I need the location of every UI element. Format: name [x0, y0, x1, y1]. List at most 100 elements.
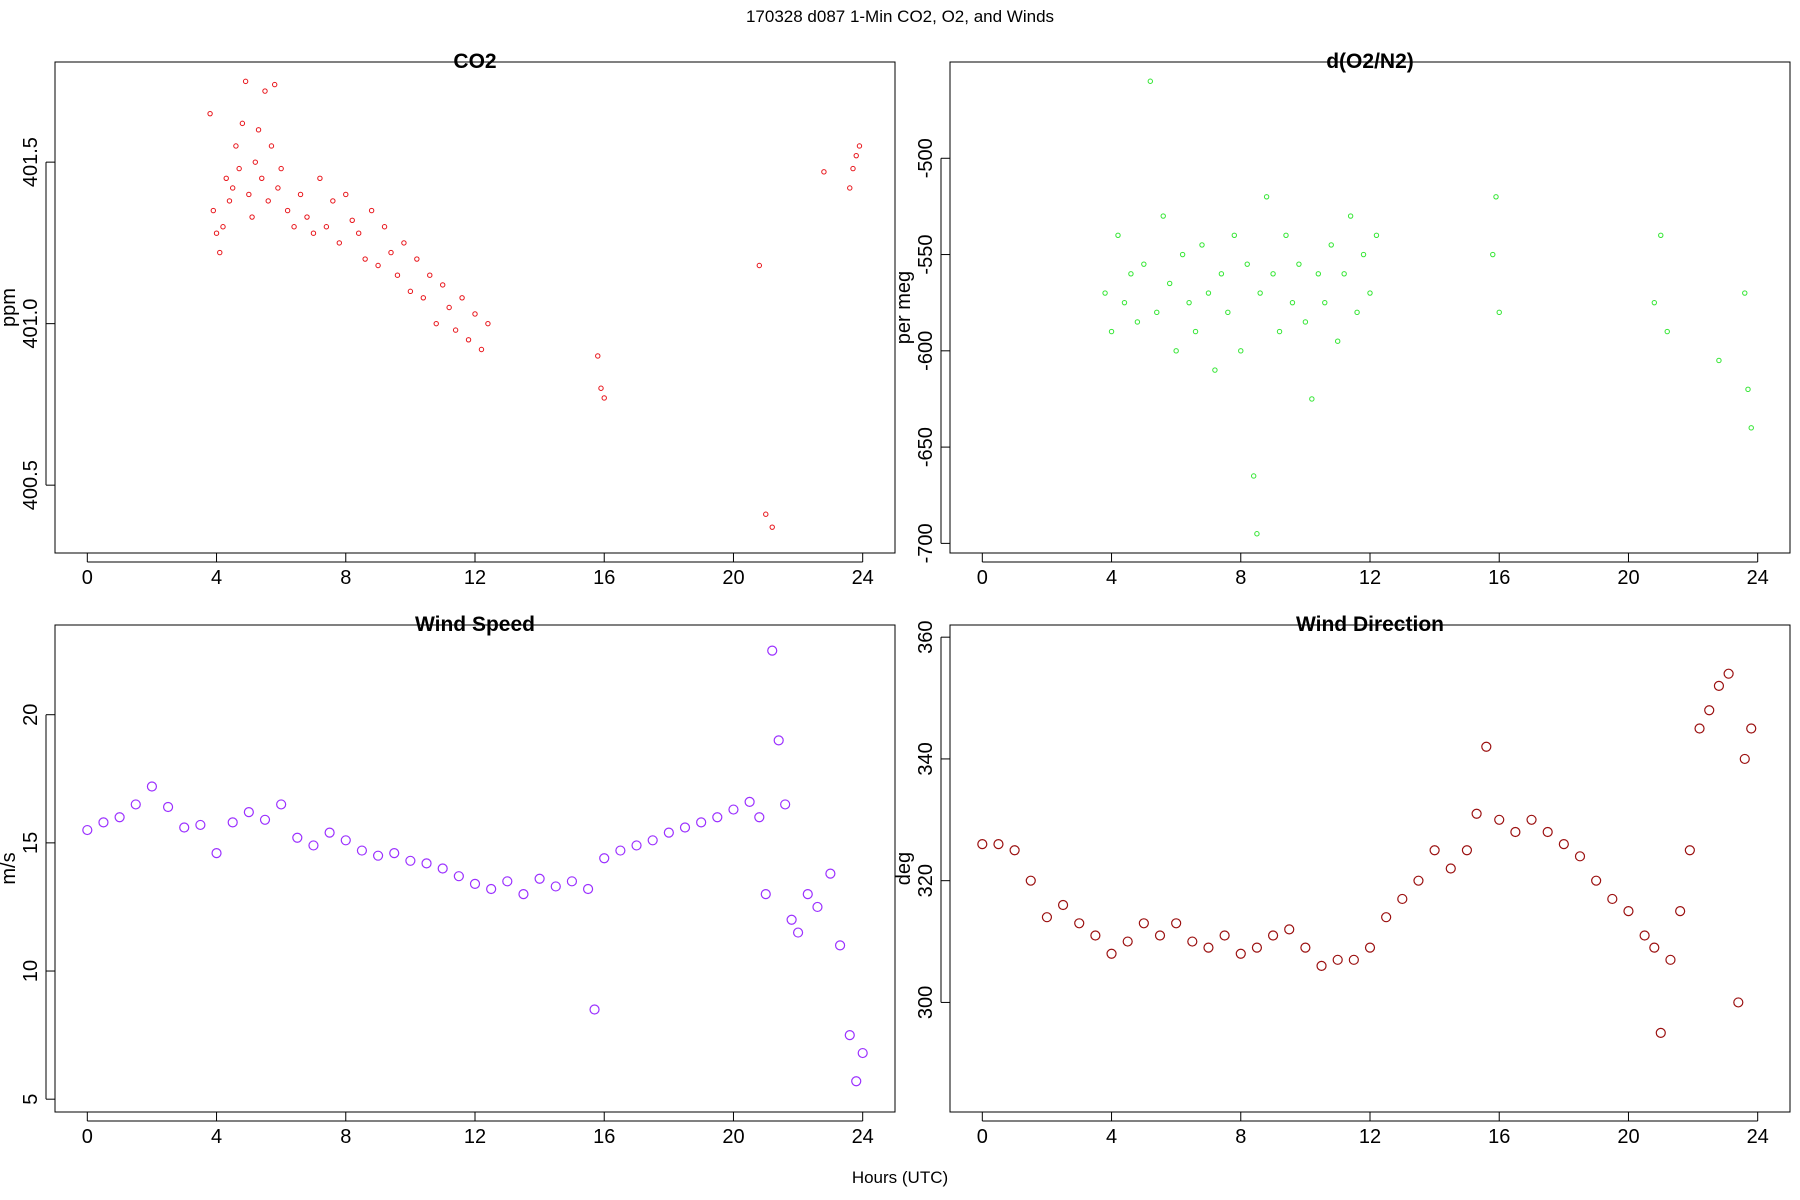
data-point — [1591, 875, 1602, 886]
data-point — [478, 346, 485, 353]
data-point — [459, 295, 465, 301]
data-point — [405, 855, 416, 866]
data-point — [582, 883, 594, 895]
data-point — [437, 863, 448, 874]
data-point — [310, 230, 317, 236]
data-point — [433, 320, 439, 327]
data-point — [1267, 930, 1279, 941]
data-point — [1360, 251, 1367, 258]
data-point — [853, 152, 859, 159]
data-point — [1212, 367, 1218, 373]
data-point — [802, 889, 813, 900]
data-point — [1106, 948, 1117, 959]
x-tick-label: 0 — [82, 567, 93, 589]
data-point — [1664, 328, 1670, 335]
x-tick-label: 12 — [464, 1126, 486, 1148]
data-point — [1328, 242, 1334, 248]
data-point — [82, 824, 93, 836]
data-point — [1639, 930, 1650, 941]
y-axis-label: per meg — [893, 271, 915, 344]
data-point — [1238, 348, 1244, 354]
data-point — [1257, 290, 1263, 296]
y-tick-label: 340 — [915, 742, 937, 775]
data-point — [1302, 319, 1309, 325]
data-point — [1199, 242, 1205, 248]
data-point — [647, 835, 658, 846]
data-point — [850, 165, 856, 172]
data-point — [162, 801, 174, 813]
data-point — [427, 272, 433, 278]
data-point — [1481, 741, 1492, 752]
data-point — [401, 240, 407, 246]
data-point — [1526, 814, 1537, 825]
data-point — [389, 848, 400, 859]
data-point — [631, 840, 642, 851]
panel-1: CO2 0 4 8 12 16 20 24 400.5 401.0 401.5 ppm — [0, 50, 896, 589]
x-tick-label: 16 — [1488, 567, 1510, 589]
data-point — [1025, 875, 1036, 886]
data-point — [388, 249, 394, 256]
data-point — [728, 804, 739, 815]
x-tick-label: 4 — [1106, 567, 1117, 589]
y-tick-label: -600 — [915, 331, 937, 371]
data-point — [1347, 213, 1354, 219]
data-point — [1160, 213, 1166, 219]
x-tick-label: 8 — [1235, 567, 1246, 589]
data-point — [252, 159, 259, 165]
data-point — [1745, 386, 1751, 393]
data-point — [1364, 942, 1376, 953]
data-point — [324, 827, 335, 838]
data-point — [246, 191, 252, 198]
data-point — [1493, 194, 1499, 200]
x-tick-label: 16 — [593, 567, 615, 589]
data-point — [1341, 271, 1347, 277]
plot-frame — [949, 61, 1791, 554]
data-point — [213, 230, 220, 236]
data-point — [1122, 936, 1133, 947]
data-point — [265, 198, 271, 204]
data-point — [226, 198, 233, 204]
data-point — [1166, 280, 1173, 287]
data-point — [1121, 299, 1128, 306]
y-tick-label: 401.0 — [20, 299, 42, 349]
data-point — [1694, 723, 1705, 734]
data-point — [1283, 232, 1289, 238]
data-point — [1235, 948, 1246, 959]
y-tick-label: -650 — [915, 427, 937, 467]
y-tick-label: -550 — [915, 235, 937, 275]
data-point — [243, 807, 254, 818]
data-point — [1192, 328, 1199, 335]
data-point — [1742, 290, 1748, 296]
data-point — [1367, 290, 1373, 296]
data-point — [242, 78, 249, 85]
data-point — [368, 207, 375, 214]
data-point — [439, 282, 446, 288]
data-point — [847, 185, 853, 191]
data-point — [1334, 338, 1341, 344]
data-point — [615, 845, 626, 856]
data-point — [1276, 328, 1283, 335]
data-point — [1141, 261, 1147, 267]
data-point — [1733, 997, 1744, 1008]
x-tick-label: 8 — [340, 1126, 351, 1148]
data-point — [381, 224, 388, 230]
data-point — [233, 143, 239, 149]
data-point — [1316, 960, 1327, 972]
data-point — [255, 127, 262, 133]
data-point — [1154, 309, 1160, 316]
data-point — [756, 262, 763, 269]
panel-title: Wind Direction — [1296, 613, 1444, 636]
data-point — [1675, 906, 1686, 917]
data-point — [1665, 954, 1676, 965]
data-point — [1173, 348, 1179, 354]
data-point — [844, 1030, 855, 1041]
panel-title: CO2 — [453, 50, 496, 73]
data-point — [1134, 319, 1141, 325]
data-point — [317, 175, 323, 181]
data-point — [1041, 912, 1053, 923]
data-point — [1461, 845, 1473, 856]
data-point — [486, 883, 497, 895]
data-point — [349, 217, 355, 223]
data-point — [1658, 232, 1664, 238]
data-point — [485, 320, 491, 327]
